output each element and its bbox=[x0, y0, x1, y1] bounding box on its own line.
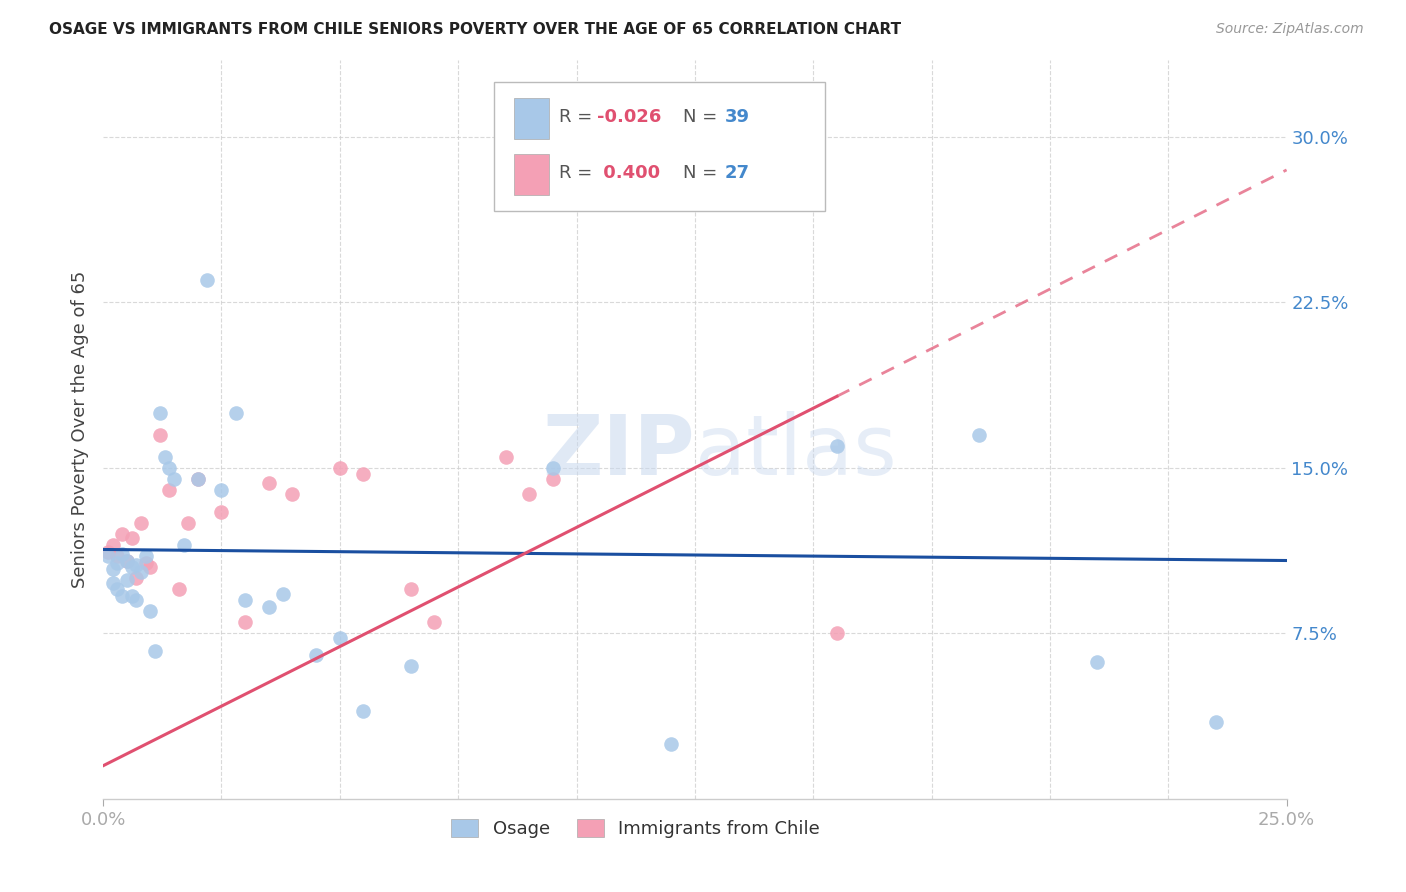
Y-axis label: Seniors Poverty Over the Age of 65: Seniors Poverty Over the Age of 65 bbox=[72, 270, 89, 588]
Point bbox=[541, 460, 564, 475]
Point bbox=[659, 737, 682, 751]
Point bbox=[139, 604, 162, 618]
Point bbox=[233, 593, 256, 607]
Point bbox=[111, 589, 134, 603]
Legend: Osage, Immigrants from Chile: Osage, Immigrants from Chile bbox=[444, 812, 827, 846]
Point bbox=[177, 516, 200, 530]
Text: atlas: atlas bbox=[695, 411, 897, 491]
Point bbox=[257, 476, 280, 491]
Text: 0.400: 0.400 bbox=[596, 164, 659, 182]
Text: N =: N = bbox=[683, 164, 723, 182]
Point bbox=[149, 427, 172, 442]
FancyBboxPatch shape bbox=[513, 154, 550, 194]
Point bbox=[129, 565, 152, 579]
Point bbox=[1205, 714, 1227, 729]
Point bbox=[211, 483, 233, 497]
Point bbox=[97, 549, 120, 563]
Point bbox=[115, 553, 138, 567]
Point bbox=[115, 574, 138, 588]
FancyBboxPatch shape bbox=[513, 98, 550, 138]
Point bbox=[173, 538, 195, 552]
Point bbox=[105, 556, 128, 570]
Point bbox=[967, 427, 990, 442]
Point bbox=[135, 549, 157, 563]
Point bbox=[111, 547, 134, 561]
Point bbox=[353, 704, 375, 718]
Point bbox=[101, 575, 124, 590]
Point bbox=[399, 659, 422, 673]
Point bbox=[105, 549, 128, 563]
Point bbox=[187, 472, 209, 486]
Point bbox=[329, 460, 352, 475]
Point bbox=[121, 532, 143, 546]
Text: N =: N = bbox=[683, 108, 723, 126]
Point bbox=[115, 553, 138, 567]
Point bbox=[129, 516, 152, 530]
Point bbox=[153, 450, 176, 464]
Point bbox=[121, 589, 143, 603]
Point bbox=[111, 527, 134, 541]
Point bbox=[163, 472, 186, 486]
Point bbox=[105, 582, 128, 597]
Text: 27: 27 bbox=[724, 164, 749, 182]
Text: Source: ZipAtlas.com: Source: ZipAtlas.com bbox=[1216, 22, 1364, 37]
Point bbox=[423, 615, 446, 630]
Point bbox=[281, 487, 304, 501]
Point bbox=[257, 599, 280, 614]
Point bbox=[271, 586, 294, 600]
Point bbox=[125, 571, 148, 585]
Point bbox=[399, 582, 422, 597]
Point bbox=[305, 648, 328, 663]
Point bbox=[195, 273, 218, 287]
Point bbox=[135, 556, 157, 570]
Point bbox=[517, 487, 540, 501]
Text: 39: 39 bbox=[724, 108, 749, 126]
Point bbox=[1085, 655, 1108, 669]
Point bbox=[495, 450, 517, 464]
Text: R =: R = bbox=[558, 108, 598, 126]
Point bbox=[125, 593, 148, 607]
Point bbox=[101, 538, 124, 552]
Point bbox=[157, 460, 180, 475]
Point bbox=[225, 406, 247, 420]
Point bbox=[139, 560, 162, 574]
Point bbox=[825, 439, 848, 453]
Point bbox=[143, 644, 166, 658]
Point bbox=[211, 505, 233, 519]
Point bbox=[157, 483, 180, 497]
Point bbox=[329, 631, 352, 645]
FancyBboxPatch shape bbox=[494, 82, 825, 211]
Point bbox=[121, 560, 143, 574]
Point bbox=[167, 582, 190, 597]
Point bbox=[187, 472, 209, 486]
Text: -0.026: -0.026 bbox=[596, 108, 661, 126]
Point bbox=[825, 626, 848, 640]
Text: OSAGE VS IMMIGRANTS FROM CHILE SENIORS POVERTY OVER THE AGE OF 65 CORRELATION CH: OSAGE VS IMMIGRANTS FROM CHILE SENIORS P… bbox=[49, 22, 901, 37]
Text: R =: R = bbox=[558, 164, 598, 182]
Point bbox=[233, 615, 256, 630]
Point bbox=[97, 544, 120, 558]
Point bbox=[149, 406, 172, 420]
Point bbox=[541, 472, 564, 486]
Text: ZIP: ZIP bbox=[543, 411, 695, 491]
Point bbox=[125, 558, 148, 572]
Point bbox=[353, 467, 375, 482]
Point bbox=[101, 562, 124, 576]
